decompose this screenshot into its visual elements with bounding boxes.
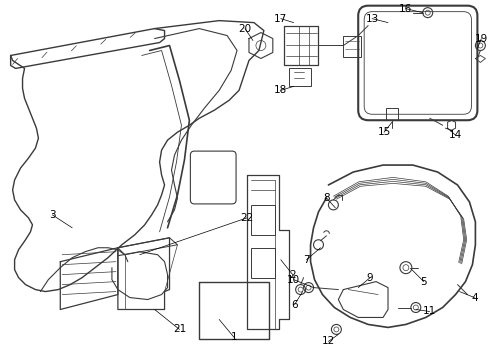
Text: 3: 3 (49, 210, 56, 220)
Text: 12: 12 (322, 336, 335, 346)
Text: 16: 16 (399, 4, 413, 14)
Text: 10: 10 (287, 275, 300, 285)
Bar (251, 248, 275, 278)
Text: 1: 1 (231, 332, 237, 342)
Text: 21: 21 (173, 324, 186, 334)
Text: 20: 20 (239, 24, 251, 33)
Text: 15: 15 (377, 127, 391, 137)
Bar (289, 68, 311, 86)
Text: 17: 17 (274, 14, 287, 24)
Text: 8: 8 (323, 193, 330, 203)
Text: 9: 9 (367, 273, 373, 283)
Text: 13: 13 (366, 14, 379, 24)
Text: 6: 6 (292, 300, 298, 310)
Text: 7: 7 (303, 255, 310, 265)
Text: 2: 2 (290, 270, 296, 280)
Bar (343, 36, 361, 58)
Text: 14: 14 (449, 130, 462, 140)
Text: 19: 19 (475, 33, 488, 44)
Text: 22: 22 (241, 213, 254, 223)
Text: 5: 5 (420, 276, 427, 287)
Bar (251, 205, 275, 235)
Bar (386, 108, 398, 120)
Text: 4: 4 (471, 293, 478, 302)
Text: 18: 18 (274, 85, 287, 95)
Text: 11: 11 (423, 306, 437, 316)
